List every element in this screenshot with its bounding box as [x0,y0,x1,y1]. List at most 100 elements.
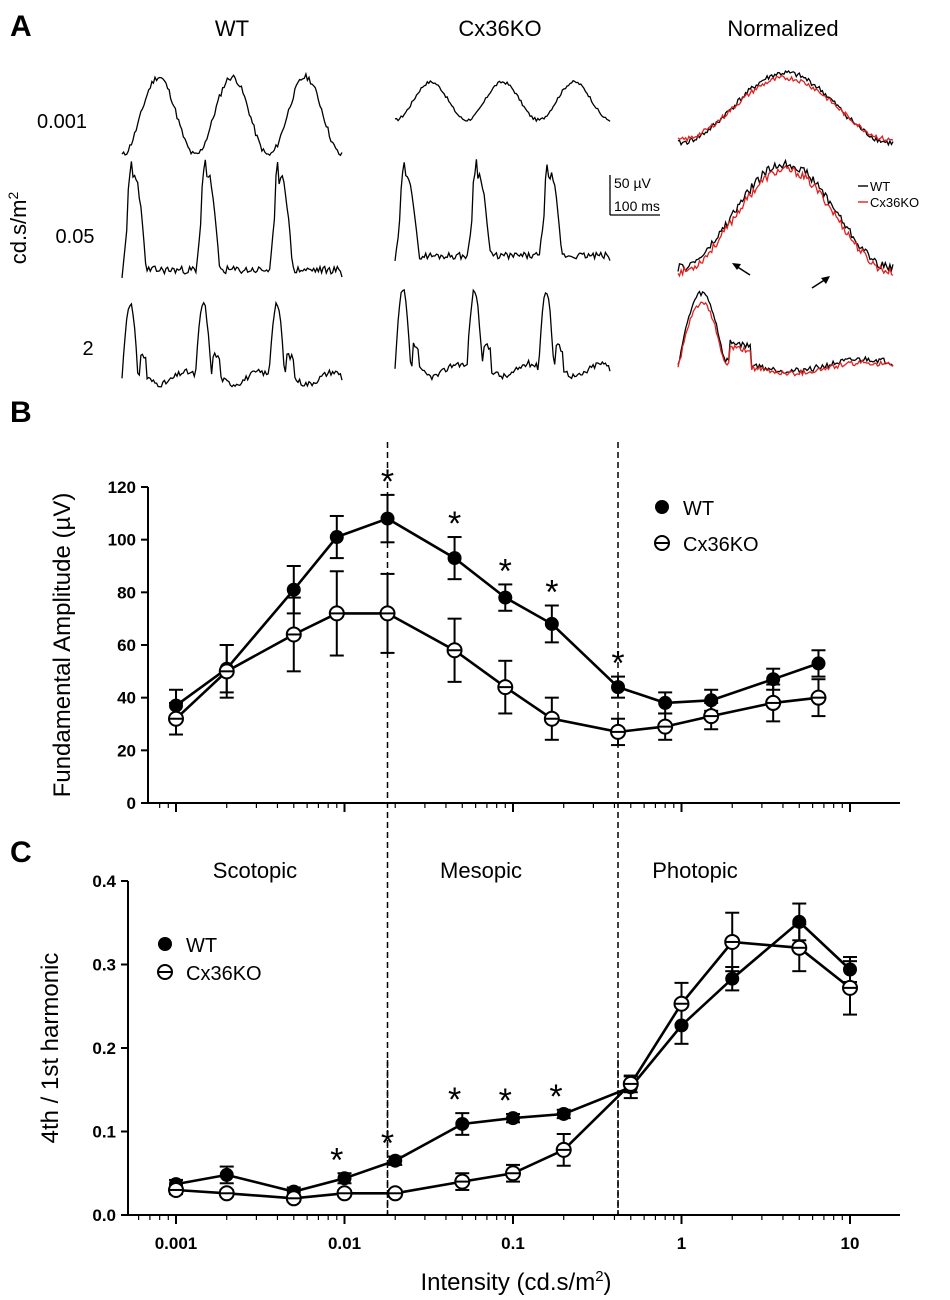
chart-b-point-cx36ko [379,605,396,622]
chart-c-point-cx36ko [285,1190,302,1207]
chart-c-y-tick-label: 0.0 [92,1206,116,1225]
trace-wt-005 [121,159,343,279]
chart-b-y-tick-label: 20 [117,741,136,760]
chart-c-point-cx36ko [168,1181,184,1198]
chart-c-legend-wt-marker [158,937,172,951]
chart-b-point-cx36ko [543,710,560,727]
chart-c-legend: WT Cx36KO [157,935,262,985]
trace-norm-cx36ko-005 [677,164,894,278]
chart-b-point-wt [329,530,344,545]
chart-c-point-cx36ko [555,1141,572,1158]
chart-c-point-wt [455,1116,470,1131]
chart-c-legend-wt: WT [186,935,217,957]
chart-c-point-wt [674,1018,689,1033]
chart-b-legend-wt-marker [655,500,669,514]
chart-c-point-wt [219,1167,234,1182]
trace-wt-0001 [121,71,343,157]
trace-legend-cx36ko: Cx36KO [870,195,919,210]
chart-b-legend: WT Cx36KO [654,498,759,556]
scale-bar: 50 µV 100 ms [609,175,660,216]
chart-b-point-wt [286,582,301,597]
chart-b-significance-star: * [545,574,558,612]
chart-b-y-tick-label: 40 [117,689,136,708]
trace-norm-wt-005 [677,158,894,273]
scale-amp-label: 50 µV [614,175,652,191]
chart-c-point-cx36ko [454,1173,471,1190]
chart-b-point-cx36ko [218,663,235,680]
chart-c-point-cx36ko [842,979,858,996]
chart-b-point-cx36ko [657,718,674,735]
region-label-photopic: Photopic [652,858,738,883]
chart-b-y-axis: 0 20 40 60 80 100 120 [108,478,149,813]
chart-c-x-label: Intensity (cd.s/m2) [420,1268,611,1296]
chart-c-x-tick-label: 10 [841,1234,860,1253]
panel-label-a: A [10,10,32,43]
panel-a: WT Cx36KO Normalized 0.001 0.05 2 cd.s/m… [5,16,919,388]
chart-b: 0 20 40 60 80 100 120 Fundamental Amplitude (µ… [49,442,900,1215]
chart-c-point-cx36ko [505,1165,521,1182]
chart-c-point-wt [725,971,740,986]
chart-c-point-wt [843,962,857,977]
chart-c-significance-star: * [381,1125,394,1163]
trace-cx36ko-2 [394,288,611,382]
chart-c-line-wt [175,920,851,1193]
trace-norm-cx36ko-2 [677,301,894,377]
arrow-left [732,263,751,276]
chart-b-point-wt [447,551,462,566]
chart-b-y-tick-label: 60 [117,636,136,655]
trace-norm-wt-2 [677,290,894,375]
chart-b-significance-star: * [611,645,624,683]
chart-b-significance-star: * [381,463,394,501]
chart-c-significance-star: * [448,1081,461,1119]
panel-label-b: B [10,396,32,429]
chart-c-point-cx36ko [673,995,690,1012]
chart-b-point-cx36ko [610,723,627,740]
chart-c-legend-cx36ko: Cx36KO [186,963,262,985]
chart-b-point-wt [658,695,673,710]
chart-b-point-wt [380,511,395,526]
region-label-mesopic: Mesopic [440,858,522,883]
trace-cx36ko-0001 [394,79,611,123]
trace-legend: WT Cx36KO [858,179,919,210]
chart-b-point-wt [811,656,826,671]
panel-a-y-axis-label: cd.s/m2 [5,192,31,265]
chart-b-y-tick-label: 80 [117,583,136,602]
chart-b-legend-cx36ko: Cx36KO [683,534,759,556]
row-label-005: 0.05 [56,226,95,248]
col-title-cx36ko: Cx36KO [458,16,541,41]
row-label-2: 2 [82,338,93,360]
chart-c-point-cx36ko [218,1185,235,1202]
chart-c-point-wt [337,1171,352,1186]
chart-b-point-cx36ko [328,605,345,622]
chart-c-y-tick-label: 0.3 [92,956,116,975]
chart-c-point-cx36ko [336,1185,353,1202]
chart-b-point-wt [704,693,719,708]
chart-b-point-wt [766,672,781,687]
chart-b-point-cx36ko [446,642,463,659]
chart-b-point-wt [611,680,626,695]
chart-b-point-wt [498,590,513,605]
chart-b-y-tick-label: 100 [108,531,136,550]
chart-c-x-tick-label: 1 [677,1234,686,1253]
chart-c-point-wt [556,1106,571,1121]
chart-c: 0.0 0.1 0.2 0.3 0.4 0.001 0.01 0.1 1 10 4th / 1s… [37,858,900,1296]
chart-b-point-cx36ko [765,694,782,711]
trace-norm-wt-0001 [677,70,894,147]
chart-b-point-cx36ko [168,710,184,727]
chart-b-y-tick-label: 0 [127,794,136,813]
chart-c-point-cx36ko [387,1185,404,1202]
chart-c-y-label: 4th / 1st harmonic [37,953,64,1144]
trace-cx36ko-005 [394,159,611,262]
chart-c-significance-star: * [499,1082,512,1120]
chart-b-point-cx36ko [810,689,827,706]
chart-b-point-wt [169,698,183,713]
chart-c-point-wt [792,914,807,929]
col-title-normalized: Normalized [727,16,838,41]
col-title-wt: WT [215,16,249,41]
chart-c-point-wt [388,1153,403,1168]
chart-b-legend-wt: WT [683,498,714,520]
chart-b-y-label: Fundamental Amplitude (µV) [49,493,76,798]
chart-c-point-cx36ko [791,939,808,956]
chart-c-x-tick-label: 0.1 [501,1234,525,1253]
chart-c-x-tick-label: 0.01 [328,1234,361,1253]
